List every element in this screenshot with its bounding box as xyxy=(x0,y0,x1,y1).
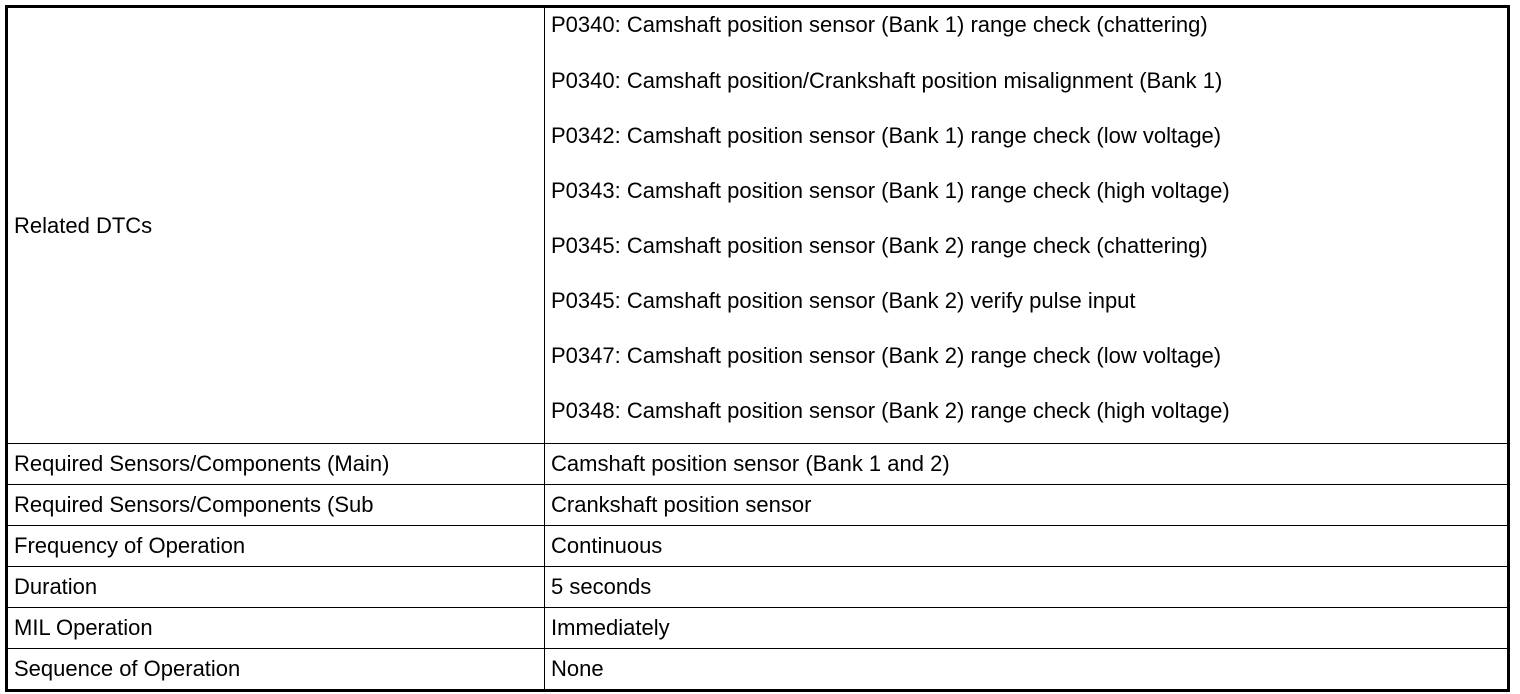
table-row-related-dtcs: Related DTCs P0340: Camshaft position se… xyxy=(6,6,1509,444)
row-label: Required Sensors/Components (Sub xyxy=(6,484,545,526)
related-dtcs-cell: P0340: Camshaft position sensor (Bank 1)… xyxy=(544,6,1509,444)
row-value: 5 seconds xyxy=(544,566,1509,608)
dtc-item: P0345: Camshaft position sensor (Bank 2)… xyxy=(551,288,1136,313)
dtc-list: P0340: Camshaft position sensor (Bank 1)… xyxy=(551,8,1501,443)
table-row-required-main: Required Sensors/Components (Main) Camsh… xyxy=(6,443,1509,485)
table-row-mil-operation: MIL Operation Immediately xyxy=(6,607,1509,649)
row-label: Sequence of Operation xyxy=(6,648,545,691)
monitor-spec-table: Related DTCs P0340: Camshaft position se… xyxy=(5,5,1510,692)
dtc-item: P0347: Camshaft position sensor (Bank 2)… xyxy=(551,343,1222,368)
dtc-item: P0343: Camshaft position sensor (Bank 1)… xyxy=(551,178,1230,203)
table-row-sequence: Sequence of Operation None xyxy=(6,648,1509,691)
dtc-item: P0345: Camshaft position sensor (Bank 2)… xyxy=(551,233,1208,258)
row-value: None xyxy=(544,648,1509,691)
table-row-required-sub: Required Sensors/Components (Sub Cranksh… xyxy=(6,484,1509,526)
row-value: Immediately xyxy=(544,607,1509,649)
dtc-item: P0340: Camshaft position/Crankshaft posi… xyxy=(551,68,1223,93)
row-value: Crankshaft position sensor xyxy=(544,484,1509,526)
dtc-item: P0342: Camshaft position sensor (Bank 1)… xyxy=(551,123,1222,148)
row-label: Required Sensors/Components (Main) xyxy=(6,443,545,485)
row-value: Continuous xyxy=(544,525,1509,567)
row-label: MIL Operation xyxy=(6,607,545,649)
table-row-frequency: Frequency of Operation Continuous xyxy=(6,525,1509,567)
related-dtcs-label: Related DTCs xyxy=(6,6,545,444)
table-row-duration: Duration 5 seconds xyxy=(6,566,1509,608)
row-value: Camshaft position sensor (Bank 1 and 2) xyxy=(544,443,1509,485)
row-label: Frequency of Operation xyxy=(6,525,545,567)
dtc-item: P0340: Camshaft position sensor (Bank 1)… xyxy=(551,12,1208,37)
row-label: Duration xyxy=(6,566,545,608)
dtc-item: P0348: Camshaft position sensor (Bank 2)… xyxy=(551,398,1230,423)
